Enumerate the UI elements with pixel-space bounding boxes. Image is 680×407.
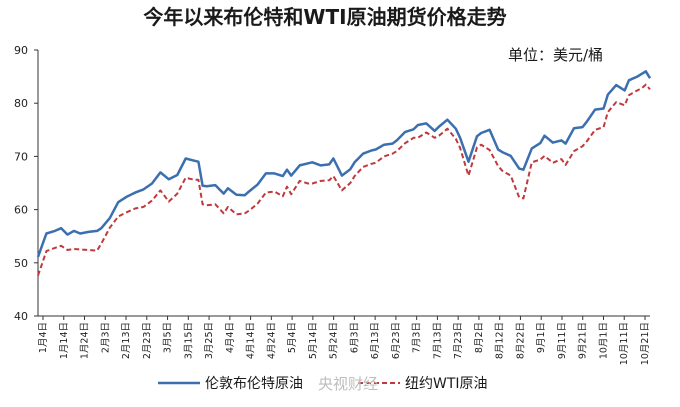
x-tick-label: 2月3日 [100,322,111,353]
y-tick-label: 90 [14,44,28,57]
x-tick-label: 6月13日 [370,322,381,359]
series-line-brent [36,70,652,258]
x-tick-label: 7月23日 [453,322,464,359]
y-tick-label: 70 [14,150,28,163]
x-tick-label: 3月15日 [183,322,194,359]
x-tick-label: 8月22日 [515,322,526,359]
x-tick-label: 3月25日 [204,322,215,359]
x-tick-label: 10月1日 [598,322,609,359]
x-tick-label: 1月14日 [59,322,70,359]
x-tick-label: 8月12日 [495,322,506,359]
x-tick-label: 6月23日 [391,322,402,359]
x-tick-label: 5月14日 [308,322,319,359]
x-tick-label: 2月23日 [142,322,153,359]
x-tick-label: 10月11日 [619,322,630,365]
x-tick-label: 4月24日 [266,322,277,359]
x-tick-label: 8月2日 [474,322,485,353]
watermark: 央视财经 [318,375,378,393]
chart-title: 今年以来布伦特和WTI原油期货价格走势 [143,5,506,29]
x-tick-label: 4月14日 [246,322,257,359]
x-tick-label: 1月4日 [38,322,49,353]
y-tick-label: 40 [14,310,28,323]
y-tick-label: 80 [14,97,28,110]
x-ticks: 1月4日 1月14日 1月24日 2月3日 2月13日 2月23日 3月5日 3月15日 3月2… [38,316,651,365]
x-tick-label: 4月4日 [225,322,236,353]
x-tick-label: 1月24日 [80,322,91,359]
legend: 伦敦布伦特原油 纽约WTI原油 [158,376,488,392]
x-tick-label: 6月3日 [349,322,360,353]
x-tick-label: 5月4日 [287,322,298,353]
y-ticks: 40 50 60 70 80 90 [14,44,38,323]
series-line-wti [37,83,651,276]
x-tick-label: 2月13日 [121,322,132,359]
x-tick-label: 10月21日 [640,322,651,365]
x-tick-label: 9月11日 [557,322,568,359]
x-tick-label: 9月1日 [536,322,547,353]
y-tick-label: 50 [14,257,28,270]
x-tick-label: 7月13日 [432,322,443,359]
unit-label: 单位：美元/桶 [508,46,603,64]
x-tick-label: 9月21日 [578,322,589,359]
series-layer [36,70,652,276]
x-tick-label: 5月24日 [329,322,340,359]
legend-wti-label: 纽约WTI原油 [405,376,488,392]
x-tick-label: 3月5日 [163,322,174,353]
legend-brent-label: 伦敦布伦特原油 [205,376,303,392]
y-tick-label: 60 [14,204,28,217]
x-tick-label: 7月3日 [412,322,423,353]
